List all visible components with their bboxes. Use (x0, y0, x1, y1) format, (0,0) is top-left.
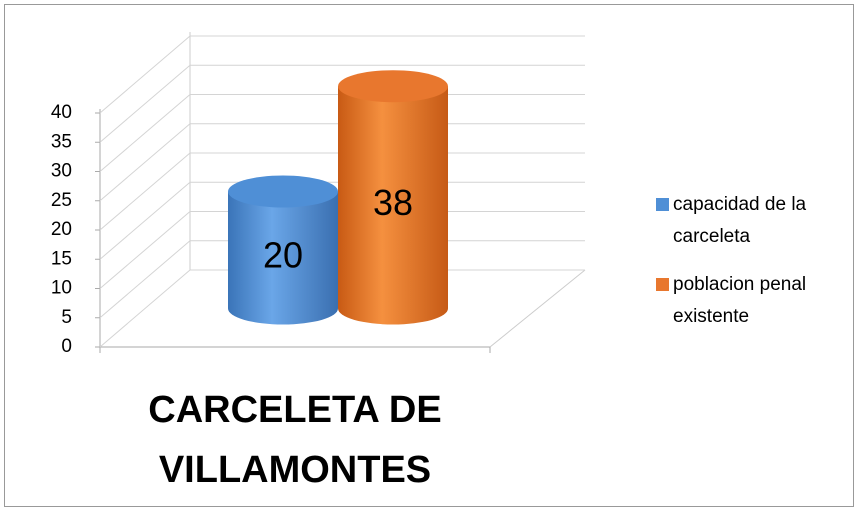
y-tick-label: 0 (61, 336, 72, 357)
bar (228, 191, 338, 325)
y-tick-label: 10 (51, 278, 72, 299)
grid-line (99, 152, 585, 231)
frame (4, 4, 854, 507)
legend-label: poblacion penal existente (673, 274, 807, 327)
grid-line (99, 269, 585, 348)
y-tick-label: 20 (51, 219, 72, 240)
bar-top (338, 70, 448, 103)
data-label: 38 (373, 182, 413, 223)
grid-line (99, 211, 585, 289)
bar (338, 86, 448, 325)
grid-line (99, 123, 585, 202)
y-tick-label: 30 (51, 161, 72, 182)
grid-line (99, 181, 585, 260)
legend-label: capacidad de la carceleta (673, 194, 807, 247)
grid-line (99, 94, 585, 172)
legend-swatch (656, 278, 669, 291)
category-label: CARCELETA DE VILLAMONTES (148, 389, 442, 491)
y-tick-label: 40 (51, 102, 72, 123)
legend-swatch (656, 198, 669, 211)
data-label: 20 (263, 235, 303, 276)
grid-line (99, 64, 585, 143)
y-tick-label: 5 (61, 307, 72, 328)
grid-line (99, 240, 585, 319)
grid-line (99, 35, 585, 114)
y-tick-label: 15 (51, 248, 72, 269)
y-tick-label: 35 (51, 131, 72, 152)
bar-top (228, 175, 338, 208)
y-tick-label: 25 (51, 190, 72, 211)
floor-side (489, 269, 586, 348)
